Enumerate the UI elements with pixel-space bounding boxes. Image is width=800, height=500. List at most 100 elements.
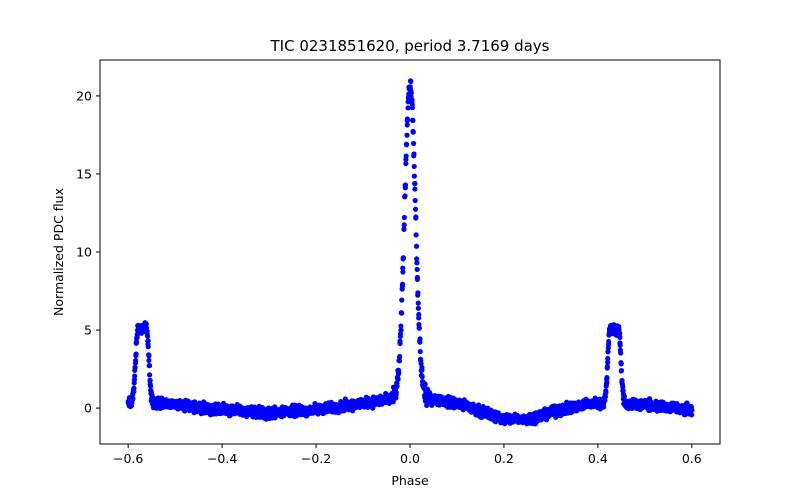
data-point xyxy=(416,325,422,331)
data-point xyxy=(414,260,420,266)
data-point xyxy=(424,402,430,408)
data-point xyxy=(411,151,417,157)
data-point xyxy=(410,140,417,147)
x-tick-label: −0.6 xyxy=(113,451,143,466)
data-point xyxy=(401,214,407,221)
data-point xyxy=(411,173,417,179)
data-point xyxy=(620,384,626,390)
data-point xyxy=(414,266,420,273)
data-point xyxy=(404,132,410,138)
data-point xyxy=(618,361,624,367)
data-point xyxy=(146,363,153,369)
data-point xyxy=(603,389,609,395)
data-point xyxy=(412,197,418,204)
data-point xyxy=(415,305,421,311)
x-axis-ticks: −0.6 −0.4 −0.2 0.0 0.2 0.4 0.6 xyxy=(113,444,702,466)
data-point xyxy=(410,117,416,124)
data-point xyxy=(394,383,400,390)
data-point xyxy=(604,363,610,369)
x-tick-label: −0.2 xyxy=(301,451,331,466)
data-point xyxy=(145,338,151,344)
data-point xyxy=(132,364,138,370)
data-point xyxy=(419,367,425,373)
data-point xyxy=(396,370,402,376)
data-point xyxy=(412,180,418,187)
data-point xyxy=(405,105,411,111)
data-point xyxy=(398,327,404,333)
x-axis-title: Phase xyxy=(391,473,429,488)
data-point xyxy=(402,182,409,188)
data-point xyxy=(419,374,425,380)
data-point xyxy=(602,394,609,400)
data-point xyxy=(409,97,415,103)
data-point xyxy=(604,379,610,386)
x-tick-label: −0.4 xyxy=(207,451,237,466)
data-point xyxy=(397,340,403,347)
y-tick-label: 20 xyxy=(76,88,92,103)
data-point xyxy=(399,281,406,287)
data-point xyxy=(397,353,403,360)
data-point xyxy=(146,357,152,364)
data-point xyxy=(405,117,411,123)
data-point xyxy=(412,206,419,212)
data-point xyxy=(400,265,406,271)
data-point xyxy=(403,160,409,167)
data-point xyxy=(133,358,139,364)
y-tick-label: 0 xyxy=(84,401,92,416)
data-point xyxy=(408,90,414,96)
data-point xyxy=(400,269,406,275)
data-point xyxy=(417,336,423,342)
data-point xyxy=(618,350,624,356)
data-point xyxy=(396,358,403,364)
data-point xyxy=(413,214,419,220)
chart-title: TIC 0231851620, period 3.7169 days xyxy=(269,37,549,55)
data-point xyxy=(401,222,407,228)
data-point xyxy=(617,334,623,341)
data-point xyxy=(605,359,611,365)
data-point xyxy=(401,226,407,233)
x-tick-label: 0.4 xyxy=(588,451,608,466)
data-point xyxy=(410,129,416,135)
data-point xyxy=(602,397,608,404)
data-point xyxy=(417,348,423,355)
data-point xyxy=(416,311,422,318)
y-tick-label: 10 xyxy=(76,245,92,260)
data-point xyxy=(132,373,138,379)
data-point xyxy=(399,297,405,303)
y-tick-label: 5 xyxy=(84,323,92,338)
data-point xyxy=(689,407,695,413)
data-point xyxy=(618,367,625,374)
data-point xyxy=(404,142,410,148)
data-point xyxy=(605,349,611,355)
data-point xyxy=(402,193,408,199)
data-point xyxy=(413,243,420,249)
data-point xyxy=(399,310,405,316)
data-point xyxy=(415,290,421,296)
data-point xyxy=(415,300,421,306)
data-point xyxy=(398,323,404,329)
y-axis-ticks: 0 5 10 15 20 xyxy=(76,88,100,416)
data-point xyxy=(422,381,428,387)
data-point xyxy=(133,351,139,357)
data-point xyxy=(131,385,137,391)
data-point xyxy=(409,104,415,111)
data-point xyxy=(395,376,401,382)
data-point xyxy=(601,404,607,410)
data-point xyxy=(605,355,611,362)
x-tick-label: 0.6 xyxy=(682,451,702,466)
data-point xyxy=(604,374,610,381)
data-point xyxy=(403,153,409,159)
data-point xyxy=(400,255,407,261)
data-point xyxy=(404,122,410,128)
data-point xyxy=(145,333,151,339)
data-point xyxy=(412,186,418,192)
data-point xyxy=(411,163,417,170)
data-point xyxy=(147,383,154,389)
data-point xyxy=(414,274,420,281)
data-point xyxy=(413,232,419,238)
data-point xyxy=(143,321,149,327)
y-axis-title: Normalized PDC flux xyxy=(51,188,66,316)
x-tick-label: 0.2 xyxy=(494,451,514,466)
data-point xyxy=(689,412,695,418)
data-point xyxy=(621,393,627,399)
